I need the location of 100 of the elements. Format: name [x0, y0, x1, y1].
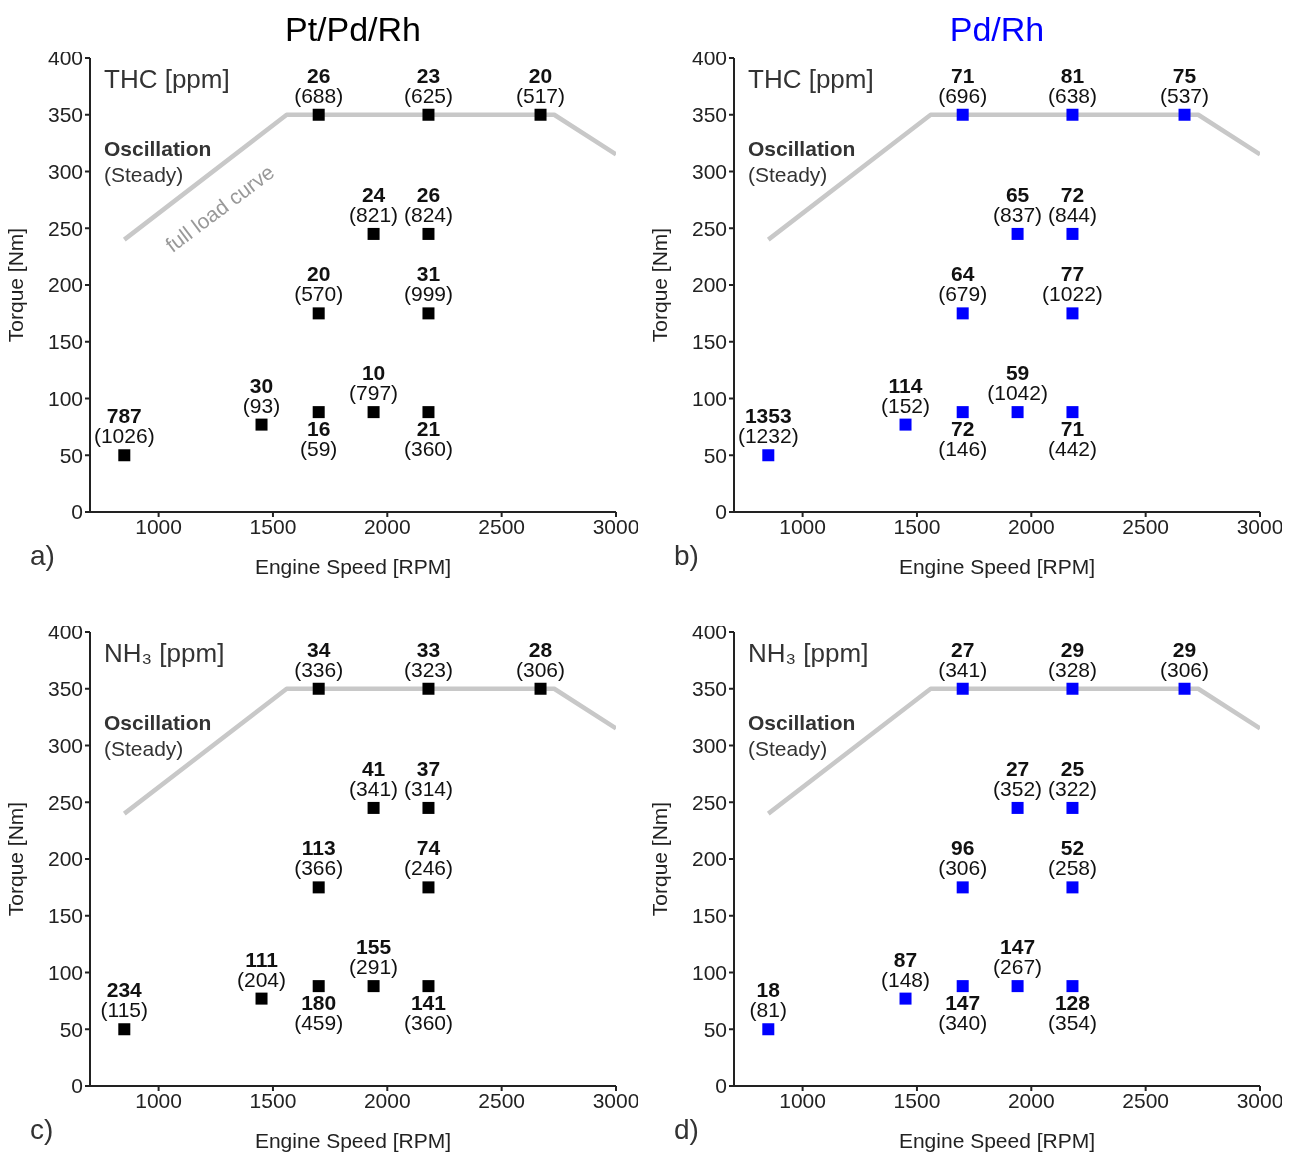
data-label: 147 (340) — [938, 991, 988, 1035]
y-tick-label: 200 — [691, 273, 727, 297]
data-label: 111 (204) — [237, 947, 287, 991]
x-tick-label: 3000 — [1236, 1088, 1284, 1112]
y-tick-label: 250 — [47, 216, 83, 240]
y-tick-label: 100 — [47, 960, 83, 984]
x-axis-title: Engine Speed [RPM] — [898, 1129, 1096, 1152]
annotation: NH₃ [ppm] — [748, 638, 869, 669]
data-label: 25 (322) — [1047, 756, 1097, 800]
data-label: 141 (360) — [403, 991, 453, 1035]
point — [956, 682, 969, 695]
x-tick-label: 2500 — [478, 514, 526, 538]
x-tick-label: 2000 — [1007, 1088, 1055, 1112]
x-tick-label: 1000 — [135, 514, 182, 538]
data-label: 87 (148) — [881, 947, 931, 991]
y-tick-label: 0 — [71, 1074, 83, 1098]
annotation: (Steady) — [104, 737, 184, 762]
point — [1066, 406, 1079, 419]
x-axis-title: Engine Speed [RPM] — [898, 555, 1096, 578]
point — [1011, 801, 1024, 814]
data-label: 24 (821) — [349, 182, 399, 226]
y-tick-label: 350 — [691, 103, 727, 127]
data-label: 26 (688) — [294, 63, 344, 107]
x-tick-label: 2500 — [1122, 514, 1170, 538]
data-label: 114 (152) — [881, 373, 931, 417]
data-label: 75 (537) — [1160, 63, 1210, 107]
point — [1066, 227, 1079, 240]
x-tick-label: 1500 — [249, 514, 297, 538]
y-tick-label: 200 — [47, 273, 83, 297]
y-tick-label: 200 — [691, 847, 727, 871]
y-tick-label: 50 — [703, 443, 727, 467]
point — [312, 307, 325, 320]
y-tick-label: 350 — [47, 103, 83, 127]
point — [1066, 801, 1079, 814]
data-label: 20 (517) — [516, 63, 566, 107]
point — [422, 801, 435, 814]
data-label: 27 (341) — [938, 637, 988, 681]
y-tick-label: 100 — [691, 960, 727, 984]
annotation: Oscillation — [748, 137, 856, 162]
x-tick-label: 2000 — [1007, 514, 1055, 538]
data-label: 65 (837) — [993, 182, 1043, 226]
annotation: THC [ppm] — [104, 64, 230, 95]
x-tick-label: 3000 — [592, 1088, 640, 1112]
annotation: Oscillation — [104, 137, 212, 162]
data-label: 787 (1026) — [93, 404, 155, 448]
point — [367, 801, 380, 814]
data-label: 26 (824) — [403, 182, 453, 226]
y-tick-label: 300 — [47, 159, 83, 183]
chart-title: Pd/Rh — [948, 10, 1046, 49]
y-tick-label: 300 — [691, 159, 727, 183]
data-label: 29 (328) — [1047, 637, 1097, 681]
point — [367, 980, 380, 993]
point — [367, 227, 380, 240]
point — [312, 980, 325, 993]
point — [422, 980, 435, 993]
annotation: NH₃ [ppm] — [104, 638, 225, 669]
y-tick-label: 350 — [691, 677, 727, 701]
data-label: 27 (352) — [993, 756, 1043, 800]
y-axis-title: Torque [Nm] — [4, 801, 28, 917]
data-label: 64 (679) — [938, 262, 988, 306]
point — [312, 682, 325, 695]
data-label: 180 (459) — [294, 991, 344, 1035]
point — [312, 406, 325, 419]
data-label: 74 (246) — [403, 836, 453, 880]
point — [422, 682, 435, 695]
y-tick-label: 150 — [47, 330, 83, 354]
text: b) — [674, 540, 699, 572]
point — [118, 449, 131, 462]
data-label: 77 (1022) — [1042, 262, 1103, 306]
point — [956, 108, 969, 121]
text: a) — [30, 540, 55, 572]
y-tick-label: 350 — [47, 677, 83, 701]
data-label: 59 (1042) — [987, 361, 1048, 405]
point — [1011, 980, 1024, 993]
point — [1011, 406, 1024, 419]
data-label: 21 (360) — [403, 417, 453, 461]
x-axis-title: Engine Speed [RPM] — [254, 1129, 452, 1152]
point — [1178, 108, 1191, 121]
y-tick-label: 150 — [691, 330, 727, 354]
y-axis-title: Torque [Nm] — [4, 227, 28, 343]
point — [312, 108, 325, 121]
point — [1066, 980, 1079, 993]
point — [956, 406, 969, 419]
data-label: 81 (638) — [1047, 63, 1097, 107]
annotation: Oscillation — [104, 711, 212, 736]
x-axis-title: Engine Speed [RPM] — [254, 555, 452, 578]
y-tick-label: 250 — [47, 790, 83, 814]
y-tick-label: 200 — [47, 847, 83, 871]
point — [422, 108, 435, 121]
data-label: 1353 (1232) — [737, 404, 799, 448]
data-label: 113 (366) — [294, 836, 344, 880]
x-tick-label: 2500 — [478, 1088, 526, 1112]
data-label: 72 (844) — [1047, 182, 1097, 226]
y-tick-label: 250 — [691, 216, 727, 240]
y-tick-label: 150 — [47, 904, 83, 928]
point — [1066, 682, 1079, 695]
point — [762, 1023, 775, 1036]
y-axis-title: Torque [Nm] — [648, 227, 672, 343]
data-label: 29 (306) — [1160, 637, 1210, 681]
point — [255, 992, 268, 1005]
